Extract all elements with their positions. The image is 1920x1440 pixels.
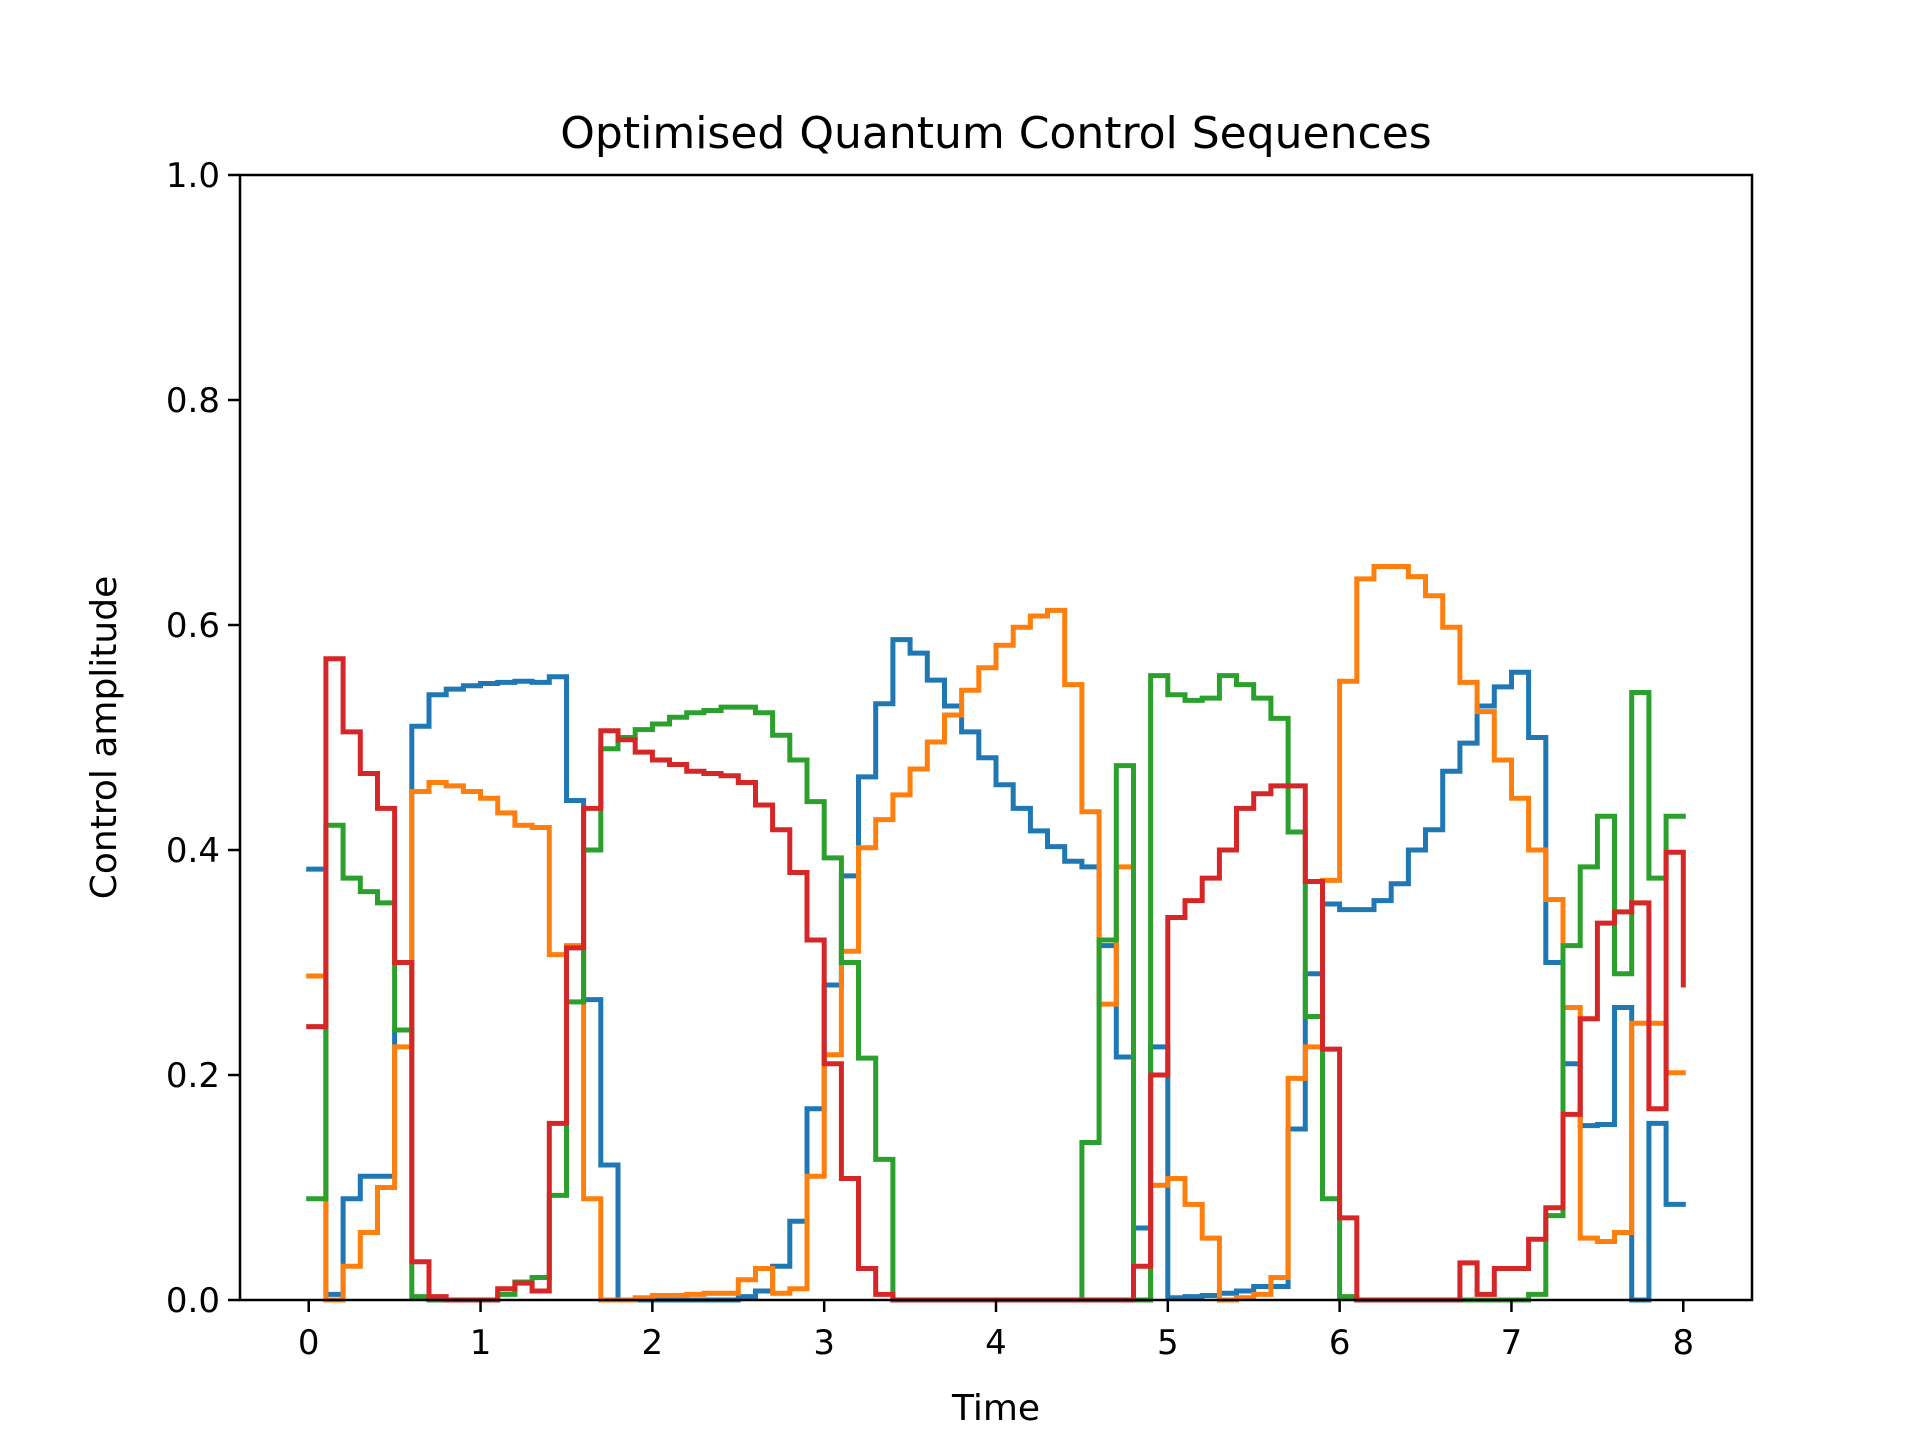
y-tick-label-4: 0.8 [166, 381, 220, 421]
series-line-1 [306, 564, 1686, 1303]
x-tick-label-0: 0 [298, 1323, 320, 1363]
y-tick-label-0: 0.0 [166, 1281, 220, 1321]
y-tick-label-3: 0.6 [166, 606, 220, 646]
chart-title: Optimised Quantum Control Sequences [560, 108, 1431, 159]
x-tick-label-6: 6 [1329, 1323, 1351, 1363]
x-tick-label-3: 3 [813, 1323, 835, 1363]
x-tick-label-8: 8 [1672, 1323, 1694, 1363]
y-tick-label-2: 0.4 [166, 831, 220, 871]
axes-layer: 0 1 2 3 4 5 6 7 8 0.0 0.2 0.4 0.6 0.8 1.0 [166, 156, 1694, 1363]
x-tick-label-5: 5 [1157, 1323, 1179, 1363]
x-tick-label-1: 1 [470, 1323, 492, 1363]
y-tick-label-1: 0.2 [166, 1056, 220, 1096]
x-axis-label: Time [951, 1388, 1040, 1429]
x-tick-label-7: 7 [1501, 1323, 1523, 1363]
x-tick-label-2: 2 [642, 1323, 664, 1363]
plot-frame [238, 173, 1754, 1302]
y-axis-label: Control amplitude [84, 576, 125, 900]
series-line-0 [306, 637, 1686, 1303]
x-tick-label-4: 4 [985, 1323, 1007, 1363]
y-tick-label-5: 1.0 [166, 156, 220, 196]
